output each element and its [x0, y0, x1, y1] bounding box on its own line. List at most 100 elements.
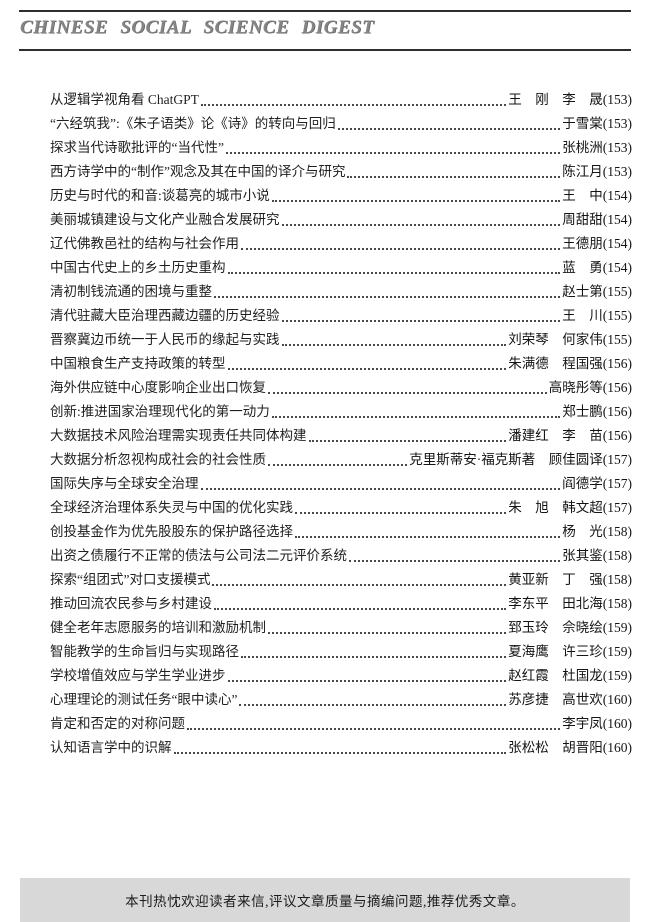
- entry-title: 美丽城镇建设与文化产业融合发展研究: [50, 212, 280, 227]
- toc-entry: 辽代佛教邑社的结构与社会作用 王德朋(154): [50, 232, 632, 256]
- entry-title: 探求当代诗歌批评的“当代性”: [50, 140, 224, 155]
- dotted-leader: [281, 320, 561, 322]
- footer-notice-text: 本刊热忱欢迎读者来信,评议文章质量与摘编问题,推荐优秀文章。: [125, 894, 525, 909]
- toc-list: 从逻辑学视角看 ChatGPT 王 刚 李 晟(153) “六经筑我”:《朱子语…: [50, 88, 632, 760]
- toc-entry: 中国粮食生产支持政策的转型 朱满德 程国强(156): [50, 352, 632, 376]
- entry-title: 肯定和否定的对称问题: [50, 716, 185, 731]
- entry-title: 中国粮食生产支持政策的转型: [50, 356, 226, 371]
- entry-authors-page: 苏彦捷 高世欢(160): [508, 692, 632, 707]
- entry-authors-page: 赵红霞 杜国龙(159): [508, 668, 632, 683]
- entry-authors-page: 于雪棠(153): [562, 116, 632, 131]
- entry-authors-page: 郑士鹏(156): [562, 404, 632, 419]
- dotted-leader: [281, 344, 507, 346]
- toc-entry: 清代驻藏大臣治理西藏边疆的历史经验 王 川(155): [50, 304, 632, 328]
- toc-entry: 推动回流农民参与乡村建设 李东平 田北海(158): [50, 592, 632, 616]
- dotted-leader: [308, 440, 507, 442]
- entry-title: 创新:推进国家治理现代化的第一动力: [50, 404, 270, 419]
- dotted-leader: [337, 128, 561, 130]
- toc-entry: 海外供应链中心度影响企业出口恢复 高晓彤等(156): [50, 376, 632, 400]
- entry-title: 智能教学的生命旨归与实现路径: [50, 644, 239, 659]
- toc-entry: 肯定和否定的对称问题 李宇凤(160): [50, 712, 632, 736]
- dotted-leader: [268, 464, 408, 466]
- header-rule-bottom: [19, 49, 631, 51]
- entry-authors-page: 刘荣琴 何家伟(155): [508, 332, 632, 347]
- entry-authors-page: 李宇凤(160): [562, 716, 632, 731]
- dotted-leader: [227, 272, 561, 274]
- entry-authors-page: 郅玉玲 佘晓绘(159): [508, 620, 632, 635]
- toc-entry: 出资之债履行不正常的债法与公司法二元评价系统 张其鉴(158): [50, 544, 632, 568]
- toc-entry: 健全老年志愿服务的培训和激励机制 郅玉玲 佘晓绘(159): [50, 616, 632, 640]
- entry-title: 学校增值效应与学生学业进步: [50, 668, 226, 683]
- dotted-leader: [200, 488, 561, 490]
- entry-authors-page: 张其鉴(158): [562, 548, 632, 563]
- entry-title: 国际失序与全球安全治理: [50, 476, 199, 491]
- entry-authors-page: 王 川(155): [562, 308, 632, 323]
- dotted-leader: [214, 608, 507, 610]
- dotted-leader: [268, 632, 507, 634]
- entry-title: 历史与时代的和音:谈葛亮的城市小说: [50, 188, 270, 203]
- entry-authors-page: 张松松 胡晋阳(160): [508, 740, 632, 755]
- entry-authors-page: 夏海鹰 许三珍(159): [508, 644, 632, 659]
- entry-title: 清初制钱流通的困境与重整: [50, 284, 212, 299]
- entry-authors-page: 王 刚 李 晟(153): [508, 92, 632, 107]
- entry-title: 健全老年志愿服务的培训和激励机制: [50, 620, 266, 635]
- dotted-leader: [271, 416, 561, 418]
- entry-title: 大数据技术风险治理需实现责任共同体构建: [50, 428, 307, 443]
- toc-entry: 大数据分析忽视构成社会的社会性质 克里斯蒂安·福克斯著 顾佳圆译(157): [50, 448, 632, 472]
- entry-title: “六经筑我”:《朱子语类》论《诗》的转向与回归: [50, 116, 336, 131]
- entry-title: 探索“组团式”对口支援模式: [50, 572, 211, 587]
- dotted-leader: [268, 392, 547, 394]
- toc-entry: 中国古代史上的乡土历史重构 蓝 勇(154): [50, 256, 632, 280]
- toc-entry: 智能教学的生命旨归与实现路径 夏海鹰 许三珍(159): [50, 640, 632, 664]
- entry-title: 海外供应链中心度影响企业出口恢复: [50, 380, 266, 395]
- entry-authors-page: 杨 光(158): [562, 524, 632, 539]
- dotted-leader: [241, 248, 561, 250]
- toc-entry: 探求当代诗歌批评的“当代性” 张桃洲(153): [50, 136, 632, 160]
- entry-authors-page: 朱 旭 韩文超(157): [508, 500, 632, 515]
- entry-authors-page: 朱满德 程国强(156): [508, 356, 632, 371]
- toc-entry: 心理理论的测试任务“眼中读心” 苏彦捷 高世欢(160): [50, 688, 632, 712]
- entry-authors-page: 蓝 勇(154): [562, 260, 632, 275]
- entry-authors-page: 高晓彤等(156): [548, 380, 632, 395]
- entry-title: 心理理论的测试任务“眼中读心”: [50, 692, 238, 707]
- entry-authors-page: 陈江月(153): [562, 164, 632, 179]
- entry-title: 清代驻藏大臣治理西藏边疆的历史经验: [50, 308, 280, 323]
- dotted-leader: [295, 536, 561, 538]
- toc-entry: 认知语言学中的识解 张松松 胡晋阳(160): [50, 736, 632, 760]
- dotted-leader: [347, 176, 561, 178]
- toc-entry: 全球经济治理体系失灵与中国的优化实践 朱 旭 韩文超(157): [50, 496, 632, 520]
- dotted-leader: [212, 584, 507, 586]
- dotted-leader: [239, 704, 507, 706]
- toc-entry: 国际失序与全球安全治理 阎德学(157): [50, 472, 632, 496]
- entry-title: 创投基金作为优先股股东的保护路径选择: [50, 524, 293, 539]
- dotted-leader: [227, 680, 507, 682]
- journal-title: CHINESE SOCIAL SCIENCE DIGEST: [20, 17, 375, 38]
- entry-title: 推动回流农民参与乡村建设: [50, 596, 212, 611]
- entry-title: 从逻辑学视角看 ChatGPT: [50, 92, 199, 107]
- entry-authors-page: 周甜甜(154): [562, 212, 632, 227]
- toc-entry: 美丽城镇建设与文化产业融合发展研究 周甜甜(154): [50, 208, 632, 232]
- toc-entry: 从逻辑学视角看 ChatGPT 王 刚 李 晟(153): [50, 88, 632, 112]
- dotted-leader: [200, 104, 507, 106]
- entry-title: 出资之债履行不正常的债法与公司法二元评价系统: [50, 548, 347, 563]
- entry-authors-page: 王 中(154): [562, 188, 632, 203]
- dotted-leader: [225, 152, 561, 154]
- footer-notice-bar: 本刊热忱欢迎读者来信,评议文章质量与摘编问题,推荐优秀文章。: [20, 878, 630, 922]
- entry-title: 辽代佛教邑社的结构与社会作用: [50, 236, 239, 251]
- entry-authors-page: 李东平 田北海(158): [508, 596, 632, 611]
- dotted-leader: [227, 368, 507, 370]
- entry-authors-page: 张桃洲(153): [562, 140, 632, 155]
- toc-entry: 创投基金作为优先股股东的保护路径选择 杨 光(158): [50, 520, 632, 544]
- toc-entry: 学校增值效应与学生学业进步 赵红霞 杜国龙(159): [50, 664, 632, 688]
- toc-entry: 创新:推进国家治理现代化的第一动力 郑士鹏(156): [50, 400, 632, 424]
- entry-title: 大数据分析忽视构成社会的社会性质: [50, 452, 266, 467]
- entry-title: 西方诗学中的“制作”观念及其在中国的译介与研究: [50, 164, 346, 179]
- header-rule-top: [19, 10, 631, 12]
- toc-entry: “六经筑我”:《朱子语类》论《诗》的转向与回归 于雪棠(153): [50, 112, 632, 136]
- entry-title: 全球经济治理体系失灵与中国的优化实践: [50, 500, 293, 515]
- entry-authors-page: 赵士第(155): [562, 284, 632, 299]
- dotted-leader: [241, 656, 507, 658]
- toc-entry: 探索“组团式”对口支援模式 黄亚新 丁 强(158): [50, 568, 632, 592]
- dotted-leader: [173, 752, 507, 754]
